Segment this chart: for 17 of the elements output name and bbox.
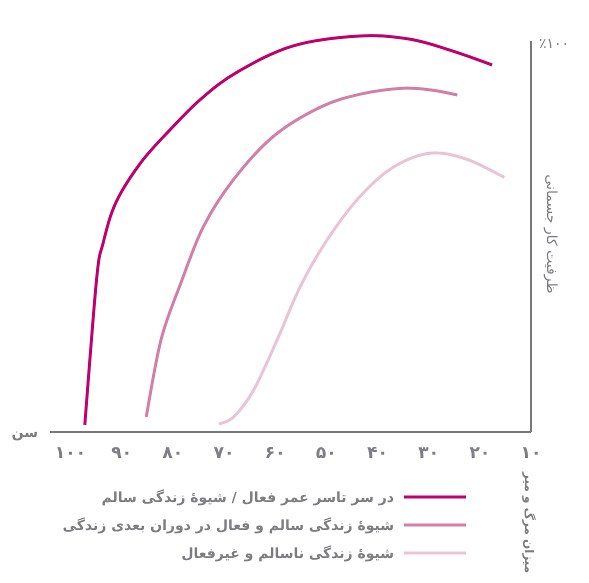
legend-label: شیوهٔ زندگی سالم و فعال در دوران بعدی زندگی: [62, 517, 394, 534]
legend-label: در سر تاسر عمر فعال / شیوهٔ زندگی سالم: [102, 489, 394, 506]
legend-label: شیوهٔ زندگی ناسالم و غیرفعال: [181, 545, 394, 562]
x-tick-label: ۶۰: [264, 443, 286, 463]
text: ٪۱۰۰: [539, 36, 570, 52]
text: میزان مرگ و میر: [522, 471, 536, 574]
x-tick-label: ۷۰: [214, 443, 234, 463]
x-tick-label: ۵۰: [316, 443, 337, 463]
x-tick-label: ۸۰: [162, 443, 184, 463]
x-axis-title: سن: [12, 425, 38, 441]
x-tick-label: ۱۰: [520, 443, 542, 463]
x-tick-label: ۴۰: [367, 443, 388, 463]
x-tick-label: ۹۰: [111, 443, 132, 463]
x-tick-label: ۱۰۰: [54, 443, 86, 463]
y-axis-title: ظرفیت کار جسمانی: [543, 174, 559, 294]
x-tick-label: ۳۰: [418, 443, 440, 463]
x-tick-label: ۲۰: [469, 443, 490, 463]
